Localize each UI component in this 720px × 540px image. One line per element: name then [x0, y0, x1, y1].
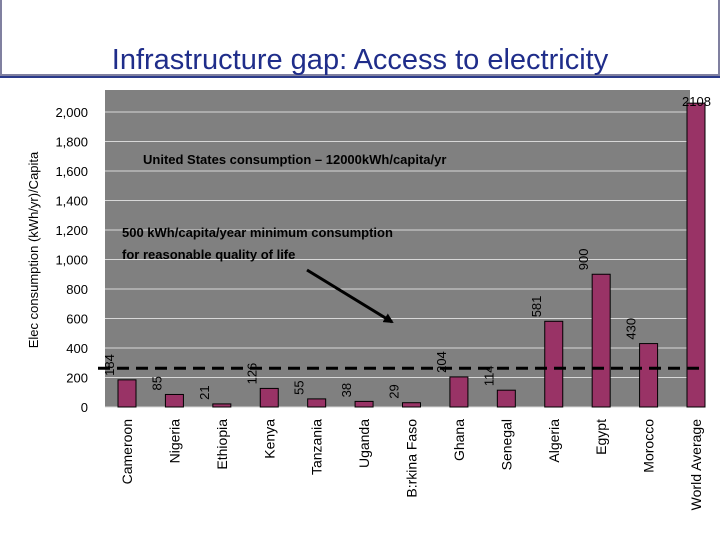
y-tick-label: 1,200 — [55, 223, 88, 238]
y-tick-label: 800 — [66, 282, 88, 297]
reference-line — [98, 268, 700, 370]
category-label: Senegal — [498, 419, 514, 470]
header-frame — [0, 0, 720, 76]
bar-value-label: 126 — [244, 363, 259, 385]
bar — [307, 398, 327, 408]
slide-title: Infrastructure gap: Access to electricit… — [111, 44, 609, 76]
category-label: Tanzania — [309, 419, 325, 475]
bar-value-label: 21 — [197, 385, 212, 399]
bar — [354, 400, 374, 408]
bar-value-label: 29 — [387, 384, 402, 398]
bar — [496, 389, 516, 408]
y-tick-label: 2,000 — [55, 105, 88, 120]
bars — [117, 102, 706, 408]
slide-header: Infrastructure gap: Access to electricit… — [0, 0, 720, 78]
bar — [259, 387, 279, 408]
y-axis-title: Elec consumption (kWh/yr)/Capita — [26, 151, 41, 348]
bar — [639, 343, 659, 408]
bar — [449, 376, 469, 408]
minimum-annotation-line2: for reasonable quality of life — [122, 247, 295, 262]
category-label: Algeria — [546, 419, 562, 463]
bar-value-label: 85 — [149, 376, 164, 390]
bar-value-label: 55 — [292, 380, 307, 394]
category-label: Ethiopia — [214, 419, 230, 470]
bar — [117, 379, 137, 408]
bar — [544, 320, 564, 408]
bar — [212, 403, 232, 408]
bar-value-label: 2108 — [682, 94, 711, 109]
bar-value-label: 581 — [529, 296, 544, 318]
category-label: Ghana — [451, 419, 467, 461]
bar-value-label: 900 — [576, 249, 591, 271]
y-tick-label: 1,600 — [55, 164, 88, 179]
y-tick-label: 600 — [66, 312, 88, 327]
bar — [591, 273, 611, 408]
y-tick-label: 1,800 — [55, 135, 88, 150]
category-label: Cameroon — [119, 419, 135, 484]
bar-value-label: 38 — [339, 383, 354, 397]
y-tick-label: 0 — [81, 400, 88, 415]
bar-value-label: 204 — [434, 351, 449, 373]
y-tick-label: 400 — [66, 341, 88, 356]
y-tick-label: 1,000 — [55, 253, 88, 268]
chart-text: 0 200 400 600 800 1,000 1,200 1,400 1,600 1,800 2,… — [26, 94, 711, 510]
category-label: B:rkina Faso — [404, 419, 420, 498]
minimum-annotation-line1: 500 kWh/capita/year minimum consumption — [122, 225, 393, 240]
category-label: Uganda — [356, 419, 372, 468]
bar-value-label: 114 — [481, 365, 496, 386]
bar — [686, 102, 706, 408]
category-label: Egypt — [593, 419, 609, 455]
y-tick-label: 200 — [66, 371, 88, 386]
category-label: Morocco — [641, 419, 657, 473]
annotation-arrow — [306, 268, 394, 324]
y-tick-label: 1,400 — [55, 194, 88, 209]
category-label: Kenya — [261, 419, 277, 459]
category-label: World Average — [688, 419, 704, 511]
bar-value-label: 184 — [102, 354, 117, 376]
bar — [402, 402, 421, 408]
header-underline — [0, 76, 720, 78]
bar — [164, 393, 184, 408]
category-label: Nigeria — [166, 419, 182, 464]
bar-value-label: 430 — [624, 318, 639, 340]
us-consumption-annotation: United States consumption – 12000kWh/cap… — [143, 152, 446, 167]
